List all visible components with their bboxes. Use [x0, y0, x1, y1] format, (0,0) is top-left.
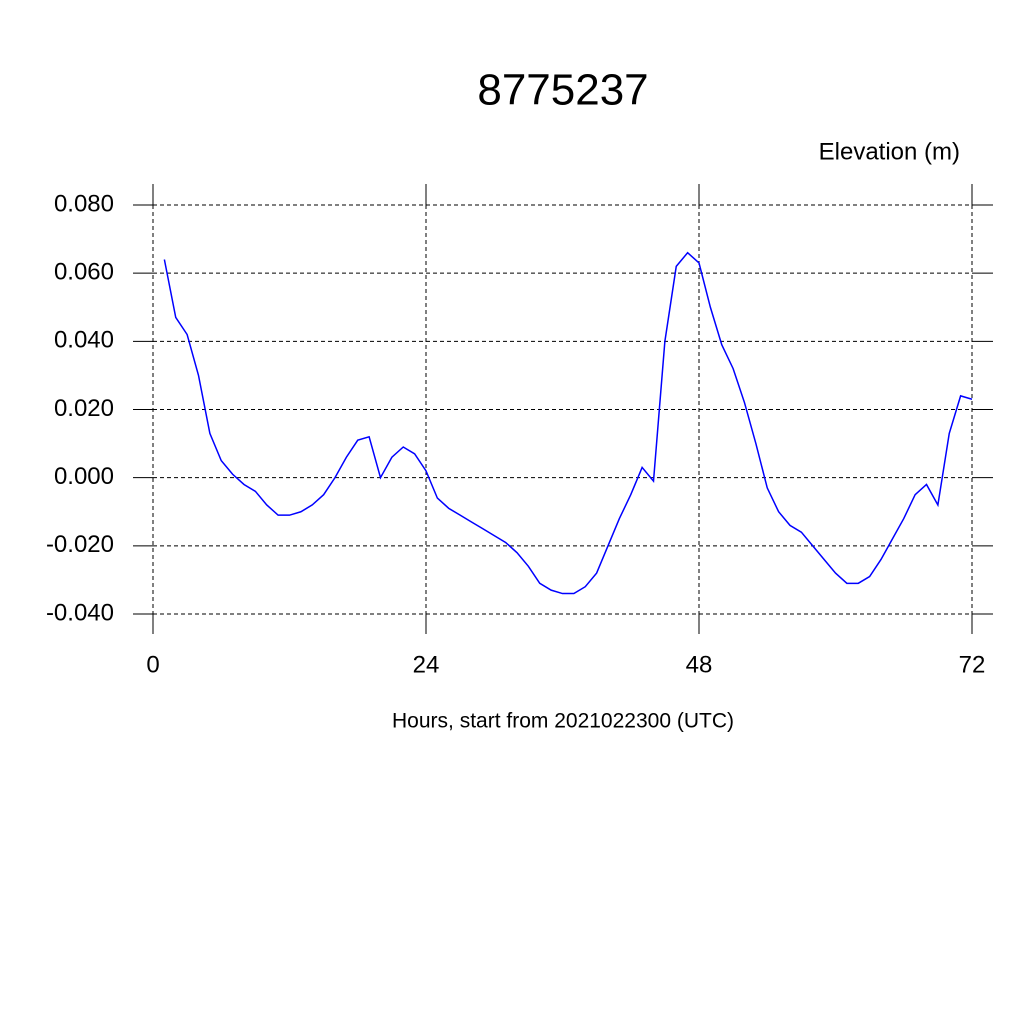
- y-tick-label: 0.040: [54, 327, 114, 354]
- x-tick-label: 0: [146, 651, 159, 678]
- y-tick-label: 0.080: [54, 190, 114, 217]
- subtitle: Elevation (m): [819, 138, 960, 165]
- y-tick-label: -0.020: [46, 531, 114, 558]
- y-tick-label: 0.000: [54, 463, 114, 490]
- x-tick-label: 24: [413, 651, 440, 678]
- x-axis-label: Hours, start from 2021022300 (UTC): [392, 710, 734, 733]
- y-tick-label: -0.040: [46, 599, 114, 626]
- y-tick-label: 0.060: [54, 259, 114, 286]
- x-tick-label: 48: [686, 651, 713, 678]
- data-line: [163, 251, 973, 595]
- y-tick-label: 0.020: [54, 395, 114, 422]
- chart-title: 8775237: [477, 66, 648, 115]
- x-tick-label: 72: [959, 651, 986, 678]
